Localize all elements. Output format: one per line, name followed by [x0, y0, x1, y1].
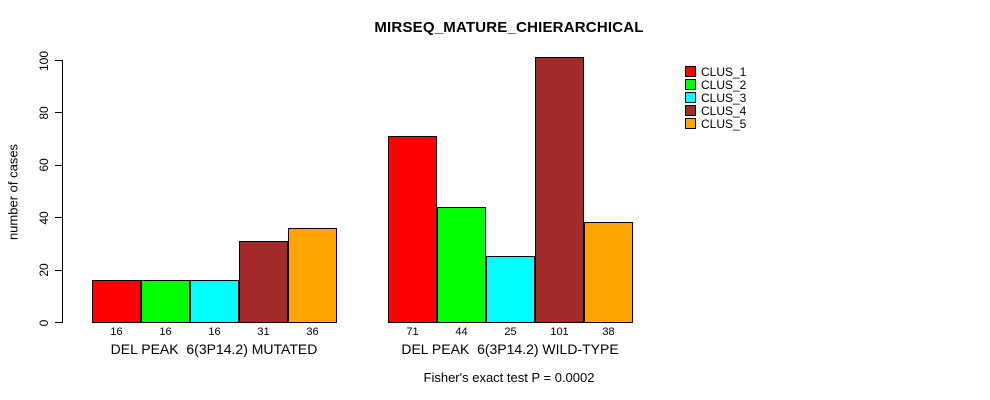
bar-value-label: 71	[406, 326, 419, 338]
legend-label-clus_3: CLUS_3	[701, 91, 747, 105]
legend-label-clus_4: CLUS_4	[701, 104, 747, 118]
y-axis-line	[62, 60, 63, 323]
y-tick-label: 100	[37, 50, 51, 71]
bar-clus_2-group2	[437, 207, 486, 323]
bar-clus_1-group2	[388, 136, 437, 323]
y-tick-mark	[55, 269, 62, 271]
y-tick-label: 80	[37, 106, 51, 120]
bar-clus_2-group1	[141, 280, 190, 323]
bar-value-label: 36	[306, 326, 319, 338]
bar-value-label: 16	[110, 326, 123, 338]
bar-clus_1-group1	[92, 280, 141, 323]
bar-clus_5-group2	[584, 222, 633, 323]
y-tick-mark	[55, 164, 62, 166]
legend-swatch-clus_2	[685, 79, 696, 90]
y-tick-mark	[55, 322, 62, 323]
bar-value-label: 31	[257, 326, 270, 338]
group-label-mutated: DEL PEAK 6(3P14.2) MUTATED	[110, 341, 318, 357]
bar-clus_4-group1	[239, 241, 288, 323]
bar-clus_5-group1	[288, 228, 337, 323]
group-label-wild-type: DEL PEAK 6(3P14.2) WILD-TYPE	[401, 341, 619, 357]
bar-clus_4-group2	[535, 57, 584, 323]
legend-swatch-clus_5	[685, 118, 696, 129]
y-tick-label: 60	[37, 158, 51, 172]
y-tick-label: 0	[37, 319, 51, 326]
bar-value-label: 44	[455, 326, 468, 338]
y-tick-mark	[55, 112, 62, 114]
bar-clus_3-group2	[486, 256, 535, 323]
legend-label-clus_5: CLUS_5	[701, 117, 747, 131]
bar-value-label: 16	[208, 326, 221, 338]
bar-value-label: 101	[550, 326, 569, 338]
legend-label-clus_2: CLUS_2	[701, 78, 747, 92]
y-axis-label: number of cases	[5, 143, 21, 241]
bar-clus_3-group1	[190, 280, 239, 323]
chart-subtitle: Fisher's exact test P = 0.0002	[423, 370, 595, 385]
legend-swatch-clus_4	[685, 105, 696, 116]
chart-title: MIRSEQ_MATURE_CHIERARCHICAL	[374, 19, 644, 36]
bar-value-label: 38	[602, 326, 615, 338]
y-tick-mark	[55, 60, 62, 61]
legend-label-clus_1: CLUS_1	[701, 65, 747, 79]
bar-value-label: 16	[159, 326, 172, 338]
y-tick-label: 20	[37, 263, 51, 277]
bar-value-label: 25	[504, 326, 517, 338]
y-tick-mark	[55, 217, 62, 219]
y-tick-label: 40	[37, 211, 51, 225]
legend-swatch-clus_1	[685, 66, 696, 77]
legend-swatch-clus_3	[685, 92, 696, 103]
